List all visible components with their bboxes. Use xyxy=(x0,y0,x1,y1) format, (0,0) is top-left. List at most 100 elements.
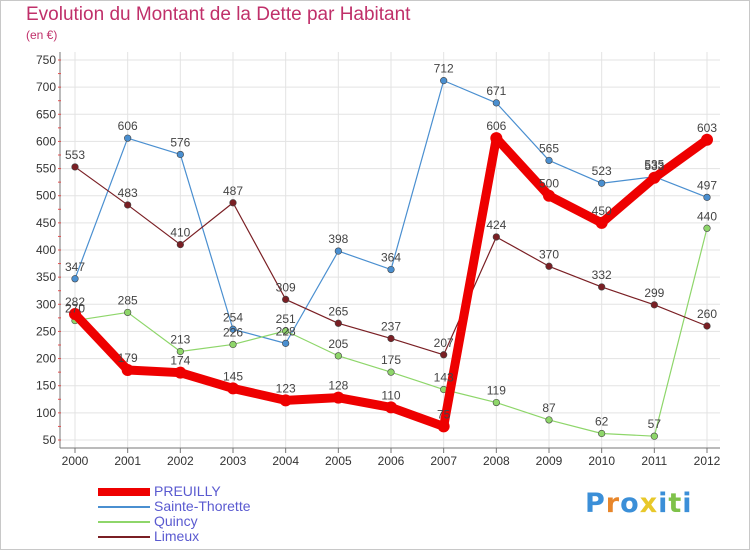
x-tick-label: 2012 xyxy=(694,454,721,468)
data-point-sainte-thorette xyxy=(598,179,606,187)
data-label-preuilly: 179 xyxy=(118,351,138,365)
data-label-quincy: 205 xyxy=(328,337,348,351)
logo-letter: t xyxy=(668,488,683,519)
x-tick-label: 2007 xyxy=(430,454,457,468)
x-tick-label: 2001 xyxy=(114,454,141,468)
data-label-quincy: 440 xyxy=(697,209,717,223)
logo-letter: i xyxy=(682,488,693,519)
data-label-quincy: 285 xyxy=(118,293,138,307)
data-label-limeux: 309 xyxy=(276,280,296,294)
x-tick-label: 2011 xyxy=(641,454,667,468)
data-label-quincy: 270 xyxy=(65,302,85,316)
y-tick-label: 600 xyxy=(36,134,56,148)
data-point-sainte-thorette xyxy=(492,99,500,107)
data-point-sainte-thorette xyxy=(703,193,711,201)
legend-swatch xyxy=(98,488,150,496)
data-point-sainte-thorette xyxy=(334,247,342,255)
data-label-quincy: 175 xyxy=(381,353,401,367)
logo-letter: r xyxy=(605,488,621,519)
data-point-preuilly xyxy=(648,171,661,184)
x-tick-label: 2010 xyxy=(588,454,615,468)
legend-label: Quincy xyxy=(154,513,198,529)
data-label-limeux: 260 xyxy=(697,307,717,321)
data-label-sainte-thorette: 523 xyxy=(592,164,612,178)
data-label-limeux: 424 xyxy=(486,218,506,232)
data-label-sainte-thorette: 535 xyxy=(644,158,664,172)
data-label-limeux: 332 xyxy=(592,268,612,282)
data-label-preuilly: 123 xyxy=(276,381,296,395)
y-tick-label: 650 xyxy=(36,107,56,121)
data-label-sainte-thorette: 565 xyxy=(539,141,559,155)
data-point-limeux xyxy=(71,163,79,171)
data-label-quincy: 62 xyxy=(595,414,609,428)
data-point-limeux xyxy=(650,301,658,309)
data-point-sainte-thorette xyxy=(440,77,448,85)
data-point-quincy xyxy=(703,224,711,232)
data-point-preuilly xyxy=(69,308,81,321)
data-point-quincy xyxy=(176,347,184,356)
data-point-preuilly xyxy=(332,391,345,404)
x-tick-label: 2002 xyxy=(167,454,194,468)
data-point-quincy xyxy=(282,327,290,335)
data-point-sainte-thorette xyxy=(71,275,79,283)
y-tick-label: 700 xyxy=(36,80,56,94)
data-label-preuilly: 533 xyxy=(644,159,664,173)
y-tick-label: 200 xyxy=(36,352,56,366)
data-label-sainte-thorette: 671 xyxy=(486,84,506,98)
y-tick-label: 300 xyxy=(36,297,56,311)
data-point-limeux xyxy=(334,319,342,327)
data-point-preuilly xyxy=(437,420,450,433)
data-point-limeux xyxy=(598,283,606,291)
proxiti-logo: Proxiti xyxy=(585,488,693,519)
data-point-limeux xyxy=(282,295,290,304)
data-label-sainte-thorette: 576 xyxy=(170,135,190,149)
data-point-quincy xyxy=(492,398,500,407)
legend-label: PREUILLY xyxy=(154,483,221,499)
logo-letter: x xyxy=(639,488,659,519)
x-tick-label: 2006 xyxy=(378,454,405,468)
data-point-sainte-thorette xyxy=(124,134,132,142)
legend-label: Sainte-Thorette xyxy=(154,498,251,514)
data-point-preuilly xyxy=(701,133,713,146)
data-label-preuilly: 603 xyxy=(697,121,717,135)
legend-swatch xyxy=(98,521,150,523)
data-point-limeux xyxy=(387,334,395,343)
logo-letter: i xyxy=(658,488,669,519)
data-label-sainte-thorette: 606 xyxy=(118,119,138,133)
x-tick-label: 2009 xyxy=(536,454,563,468)
data-point-limeux xyxy=(176,240,184,249)
logo-letter: o xyxy=(620,488,640,519)
data-point-preuilly xyxy=(490,132,503,145)
data-label-sainte-thorette: 228 xyxy=(276,324,296,338)
x-tick-label: 2004 xyxy=(272,454,299,468)
x-tick-label: 2005 xyxy=(325,454,352,468)
data-point-quincy xyxy=(387,368,395,376)
data-label-preuilly: 282 xyxy=(65,295,85,309)
axes: 50 100 150 200 250 300 350 400 450 500 550 600 650 70… xyxy=(36,52,721,468)
data-label-quincy: 226 xyxy=(223,325,243,339)
data-label-limeux: 299 xyxy=(644,286,664,300)
data-point-limeux xyxy=(440,351,448,359)
data-labels: 347 606 576 254 228 398 364 712 671 565 523 535 497 2… xyxy=(65,62,717,432)
data-point-preuilly xyxy=(543,189,555,202)
legend-swatch xyxy=(98,536,150,538)
y-tick-label: 550 xyxy=(36,162,56,176)
data-label-quincy: 87 xyxy=(542,401,556,415)
data-label-limeux: 265 xyxy=(328,304,348,318)
legend-label: Limeux xyxy=(154,528,200,544)
data-label-quincy: 57 xyxy=(648,417,662,431)
y-tick-label: 150 xyxy=(36,379,56,393)
data-label-sainte-thorette: 364 xyxy=(381,251,401,265)
data-point-limeux xyxy=(124,201,132,209)
data-label-preuilly: 75 xyxy=(437,407,451,421)
data-label-sainte-thorette: 398 xyxy=(328,232,348,246)
data-label-quincy: 143 xyxy=(434,371,454,385)
data-label-limeux: 487 xyxy=(223,184,243,198)
y-tick-label: 50 xyxy=(43,433,57,447)
data-label-preuilly: 145 xyxy=(223,369,243,383)
chart-title: Evolution du Montant de la Dette par Hab… xyxy=(26,4,411,25)
data-point-limeux xyxy=(545,262,553,270)
data-point-quincy xyxy=(229,340,237,349)
